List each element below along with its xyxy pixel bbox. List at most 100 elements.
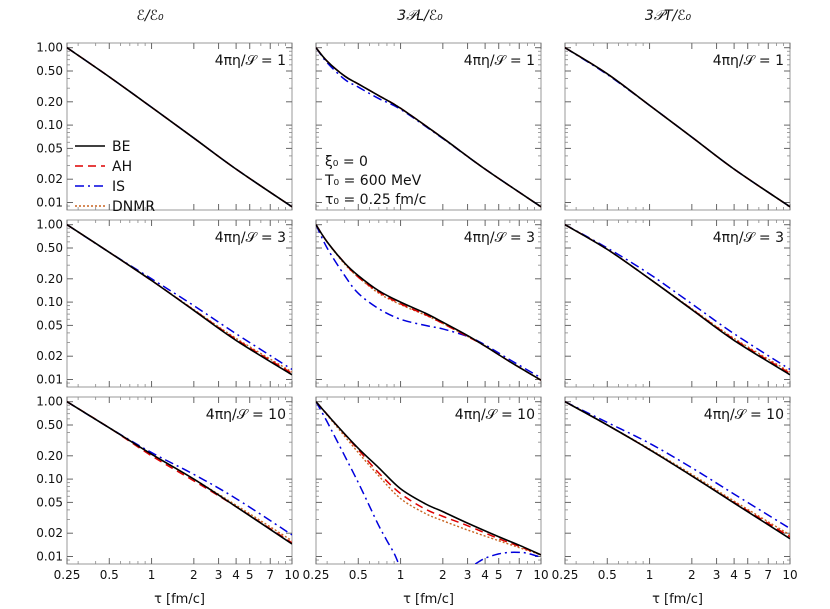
x-tick-label: 1 <box>646 568 654 582</box>
panel-frame <box>315 396 542 565</box>
y-tick-label: 0.01 <box>36 372 63 386</box>
series-line-be <box>565 224 790 376</box>
legend-label: BE <box>112 139 130 155</box>
y-tick-label: 0.20 <box>36 95 63 109</box>
legend-label: IS <box>112 179 125 195</box>
column-title: 3𝒫T/ℰ₀ <box>645 8 692 24</box>
y-tick-label: 0.50 <box>36 64 63 78</box>
y-tick-label: 0.02 <box>36 172 63 186</box>
viscosity-label: 4πη/𝒮 = 3 <box>464 230 535 246</box>
initial-condition-line: ξ₀ = 0 <box>325 154 368 170</box>
initial-conditions: ξ₀ = 0 T₀ = 600 MeV τ₀ = 0.25 fm/c <box>324 154 426 208</box>
series-group <box>565 47 790 208</box>
y-tick-label: 0.10 <box>36 295 63 309</box>
x-tick-label: 4 <box>730 568 738 582</box>
x-tick-label: 7 <box>515 568 523 582</box>
viscosity-label: 4πη/𝒮 = 10 <box>704 407 784 423</box>
y-tick-label: 0.50 <box>36 241 63 255</box>
series-line-is <box>316 224 541 379</box>
series-line-be <box>565 400 790 540</box>
series-group <box>316 224 541 381</box>
series-line-be <box>565 47 790 208</box>
x-tick-label: 4 <box>232 568 240 582</box>
series-line-is <box>316 47 541 208</box>
legend-label: AH <box>112 159 132 175</box>
series-line-be <box>67 47 292 208</box>
panel-frame <box>66 219 293 388</box>
series-line-dnmr <box>316 224 541 381</box>
x-tick-label: 7 <box>266 568 274 582</box>
x-tick-label: 5 <box>744 568 752 582</box>
x-tick-label: 2 <box>439 568 447 582</box>
legend: BE AH IS DNMR <box>75 139 155 215</box>
panel: 1.00 0.50 0.20 0.10 0.05 0.02 0.01 4πη/𝒮 = 1 <box>36 41 293 211</box>
panel: 4πη/𝒮 = 1 <box>564 42 791 211</box>
panel-frame <box>564 396 791 565</box>
x-tick-label: 0.25 <box>54 568 81 582</box>
series-line-ah <box>316 224 541 381</box>
series-line-be <box>316 224 541 381</box>
series-line-ah <box>316 401 541 556</box>
x-tick-label: 3 <box>713 568 721 582</box>
panel-frame <box>564 219 791 388</box>
x-tick-label: 10 <box>533 568 548 582</box>
series-line-is <box>565 401 790 530</box>
panel-frame <box>315 42 542 211</box>
series-line-is <box>565 224 790 371</box>
x-tick-label: 2 <box>688 568 696 582</box>
viscosity-label: 4πη/𝒮 = 1 <box>464 53 535 69</box>
series-line-be <box>67 401 292 545</box>
viscosity-label: 4πη/𝒮 = 1 <box>215 53 286 69</box>
x-axis-label: τ [fm/c] <box>652 592 703 607</box>
x-tick-label: 5 <box>246 568 254 582</box>
legend-label: DNMR <box>112 199 155 215</box>
initial-condition-line: T₀ = 600 MeV <box>324 173 422 189</box>
panel: 1.00 0.50 0.20 0.10 0.05 0.02 0.01 0.25 0.5 1 2 3 4 5… <box>36 395 299 607</box>
panel: 4πη/𝒮 = 3 <box>315 219 542 388</box>
series-group <box>67 47 292 208</box>
viscosity-label: 4πη/𝒮 = 3 <box>215 230 286 246</box>
column-title: ℰ/ℰ₀ <box>136 8 164 24</box>
x-tick-label: 10 <box>782 568 797 582</box>
y-tick-label: 0.20 <box>36 449 63 463</box>
x-tick-label: 5 <box>495 568 503 582</box>
panel: 4πη/𝒮 = 1 <box>315 42 542 211</box>
series-group <box>316 401 541 564</box>
y-tick-label: 0.10 <box>36 118 63 132</box>
series-group <box>565 400 790 540</box>
y-tick-label: 0.01 <box>36 549 63 563</box>
series-line-be <box>67 224 292 376</box>
series-line-be <box>316 401 541 556</box>
panel: 0.25 0.5 1 2 3 4 5 7 10 4πη/𝒮 = 10 τ [fm/c] <box>303 396 549 607</box>
x-tick-label: 0.5 <box>349 568 368 582</box>
x-tick-label: 10 <box>284 568 299 582</box>
x-tick-label: 0.5 <box>598 568 617 582</box>
viscosity-label: 4πη/𝒮 = 10 <box>455 407 535 423</box>
y-tick-label: 0.05 <box>36 495 63 509</box>
panel-frame <box>315 219 542 388</box>
panel-frame <box>66 42 293 211</box>
series-line-dnmr <box>316 401 541 556</box>
x-tick-label: 1 <box>148 568 156 582</box>
column-title: 3𝒫L/ℰ₀ <box>397 8 443 24</box>
series-group <box>67 401 292 545</box>
series-line-be <box>316 47 541 208</box>
y-tick-label: 0.01 <box>36 195 63 209</box>
series-group <box>67 224 292 376</box>
viscosity-label: 4πη/𝒮 = 1 <box>713 53 784 69</box>
series-group <box>316 47 541 208</box>
series-line-dnmr <box>67 401 292 542</box>
x-axis-label: τ [fm/c] <box>154 592 205 607</box>
x-tick-label: 3 <box>215 568 223 582</box>
y-tick-label: 0.02 <box>36 349 63 363</box>
y-tick-label: 1.00 <box>36 218 63 232</box>
y-tick-label: 1.00 <box>36 395 63 409</box>
viscosity-label: 4πη/𝒮 = 10 <box>206 407 286 423</box>
series-line-is <box>316 401 400 564</box>
panel: 0.25 0.5 1 2 3 4 5 7 10 4πη/𝒮 = 10 τ [fm/c] <box>552 396 798 607</box>
y-tick-label: 0.05 <box>36 141 63 155</box>
x-tick-label: 7 <box>764 568 772 582</box>
x-axis-label: τ [fm/c] <box>403 592 454 607</box>
x-tick-label: 1 <box>397 568 405 582</box>
